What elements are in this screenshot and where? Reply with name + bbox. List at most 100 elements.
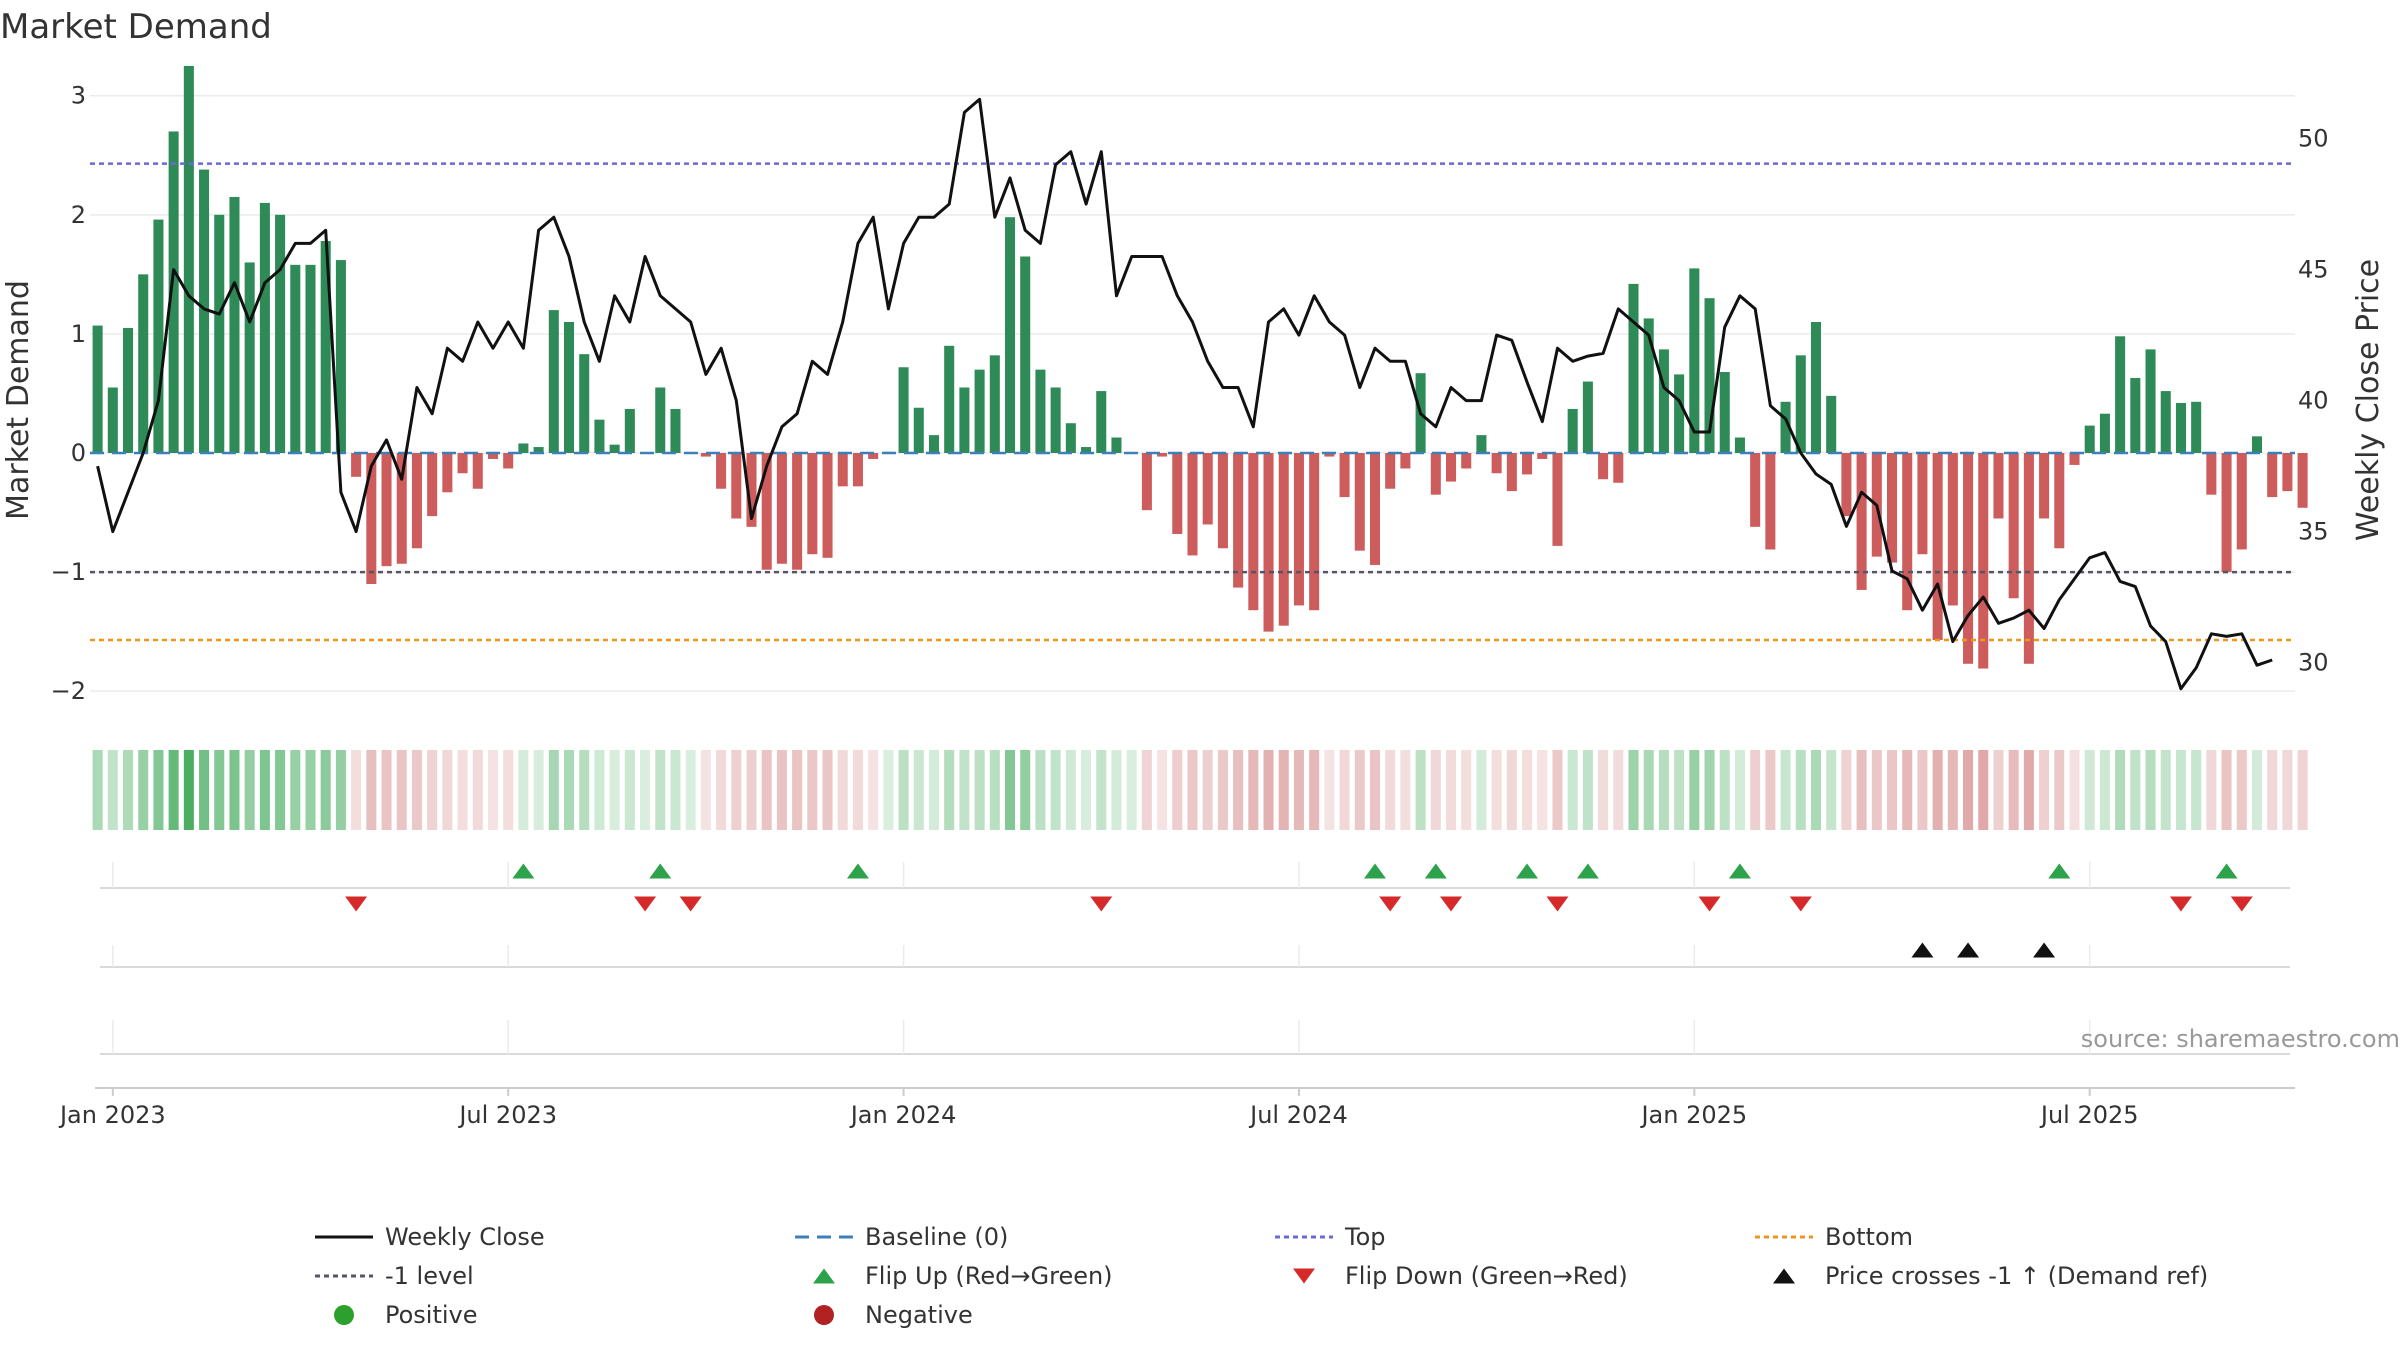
bar-negative bbox=[351, 453, 362, 477]
heat-cell-negative bbox=[1309, 750, 1320, 830]
bar-negative bbox=[1750, 453, 1761, 527]
heat-cell-negative bbox=[1248, 750, 1259, 830]
heat-cell-negative bbox=[1506, 750, 1517, 830]
legend-label: Positive bbox=[385, 1301, 478, 1329]
bar-positive bbox=[1704, 298, 1715, 453]
price-cross-marker bbox=[2033, 942, 2056, 958]
heat-cell-negative bbox=[868, 750, 879, 830]
bar-negative bbox=[1765, 453, 1776, 550]
heat-cell-negative bbox=[1339, 750, 1350, 830]
heat-cell-positive bbox=[199, 750, 210, 830]
heat-cell-positive bbox=[1704, 750, 1715, 830]
heat-cell-positive bbox=[244, 750, 255, 830]
heat-cell-positive bbox=[1810, 750, 1822, 830]
bar-negative bbox=[442, 453, 453, 493]
heat-cell-negative bbox=[1263, 750, 1274, 830]
bar-negative bbox=[1522, 453, 1533, 475]
heat-cell-negative bbox=[1750, 750, 1761, 830]
flip-down-marker bbox=[2169, 896, 2192, 912]
bar-positive bbox=[107, 387, 118, 453]
flip-down-marker bbox=[1090, 896, 1113, 912]
bar-positive bbox=[548, 310, 559, 453]
legend-swatch-triangle-up bbox=[1773, 1268, 1795, 1284]
y-tick-right: 35 bbox=[2298, 518, 2329, 546]
heat-cell-positive bbox=[2251, 750, 2263, 830]
bar-negative bbox=[1993, 453, 2004, 519]
heat-cell-positive bbox=[92, 750, 103, 830]
heat-cell-positive bbox=[974, 750, 985, 830]
bar-negative bbox=[2221, 453, 2232, 573]
flip-down-marker bbox=[679, 896, 702, 912]
flip-up-marker bbox=[2048, 863, 2071, 879]
bar-positive bbox=[1795, 355, 1806, 453]
heat-cell-positive bbox=[320, 750, 331, 830]
x-tick-label: Jul 2025 bbox=[2039, 1101, 2139, 1129]
bar-positive bbox=[2251, 436, 2263, 453]
heat-cell-negative bbox=[1613, 750, 1624, 830]
bar-negative bbox=[1324, 453, 1335, 457]
heat-cell-negative bbox=[442, 750, 453, 830]
heat-cell-positive bbox=[214, 750, 225, 830]
legend-swatch-triangle-up bbox=[813, 1268, 835, 1284]
bar-negative bbox=[1369, 453, 1381, 565]
bar-positive bbox=[1826, 395, 1837, 453]
flip-up-marker bbox=[1363, 863, 1386, 879]
bar-positive bbox=[1734, 437, 1745, 453]
flip-up-marker bbox=[1728, 863, 1751, 879]
bar-positive bbox=[2145, 349, 2156, 453]
bar-positive bbox=[1689, 268, 1700, 453]
bar-negative bbox=[2023, 453, 2034, 664]
bar-negative bbox=[1278, 453, 1289, 626]
legend-label: Negative bbox=[865, 1301, 973, 1329]
heat-cell-positive bbox=[594, 750, 605, 830]
heat-cell-negative bbox=[1963, 750, 1974, 830]
bar-positive bbox=[1096, 391, 1107, 453]
bar-negative bbox=[1506, 453, 1517, 492]
heat-cell-negative bbox=[1856, 750, 1867, 830]
bar-negative bbox=[1400, 453, 1411, 469]
bar-positive bbox=[183, 65, 194, 454]
legend-label: -1 level bbox=[385, 1262, 474, 1290]
heat-cell-negative bbox=[1217, 750, 1228, 830]
bar-positive bbox=[1810, 322, 1822, 453]
heat-cell-positive bbox=[1096, 750, 1107, 830]
heat-cell-negative bbox=[2282, 750, 2293, 830]
heat-cell-positive bbox=[1734, 750, 1745, 830]
heat-cell-negative bbox=[1978, 750, 1989, 830]
heat-cell-positive bbox=[1826, 750, 1837, 830]
heat-cell-negative bbox=[1157, 750, 1168, 830]
bar-positive bbox=[579, 354, 590, 453]
bar-positive bbox=[1658, 349, 1669, 453]
bar-positive bbox=[168, 131, 179, 454]
flip-up-marker bbox=[512, 863, 535, 879]
bar-positive bbox=[122, 327, 134, 453]
flip-down-marker bbox=[345, 896, 368, 912]
heat-cell-positive bbox=[1004, 750, 1016, 830]
heat-cell-positive bbox=[1780, 750, 1791, 830]
heat-cell-negative bbox=[2023, 750, 2034, 830]
heat-cell-positive bbox=[563, 750, 575, 830]
heat-cell-positive bbox=[138, 750, 149, 830]
legend-label: Top bbox=[1344, 1223, 1386, 1251]
y-tick-right: 30 bbox=[2298, 649, 2329, 677]
heat-cell-negative bbox=[852, 750, 863, 830]
y-tick-left: 3 bbox=[71, 82, 86, 110]
bar-positive bbox=[1476, 435, 1487, 453]
y-tick-right: 45 bbox=[2298, 256, 2329, 284]
heat-cell-negative bbox=[792, 750, 803, 830]
bar-positive bbox=[594, 419, 605, 453]
heat-cell-negative bbox=[1293, 750, 1304, 830]
flip-down-marker bbox=[1789, 896, 1812, 912]
heat-cell-positive bbox=[944, 750, 955, 830]
heat-cell-negative bbox=[2039, 750, 2050, 830]
bar-positive bbox=[1582, 381, 1593, 453]
heat-cell-positive bbox=[2099, 750, 2110, 830]
x-tick-label: Jul 2023 bbox=[457, 1101, 557, 1129]
bar-negative bbox=[822, 453, 833, 558]
bar-negative bbox=[1963, 453, 1974, 664]
y-tick-left: −2 bbox=[51, 677, 86, 705]
heat-cell-negative bbox=[1233, 750, 1244, 830]
bar-negative bbox=[868, 453, 879, 459]
heat-cell-positive bbox=[533, 750, 544, 830]
heat-cell-positive bbox=[275, 750, 286, 830]
